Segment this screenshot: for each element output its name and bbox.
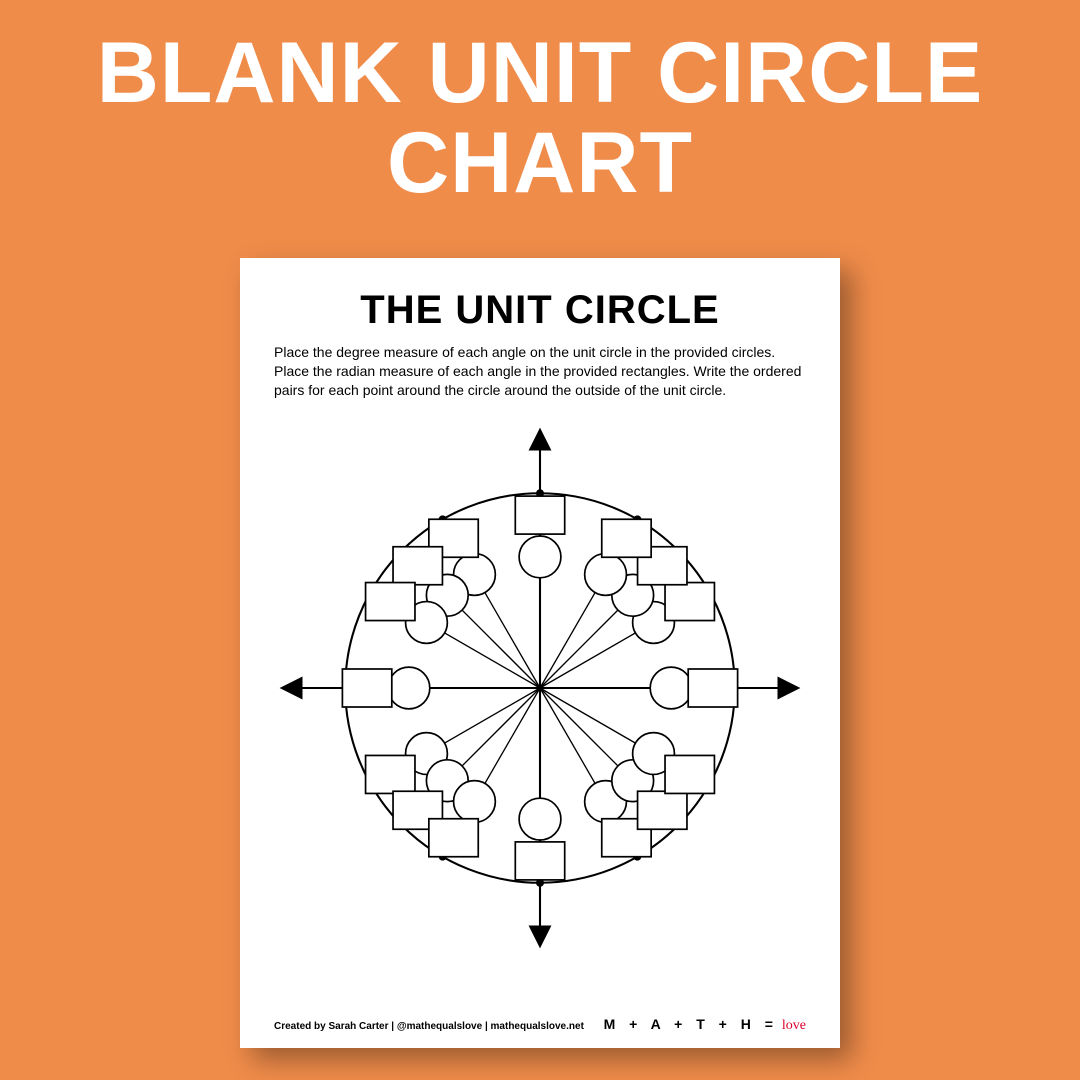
footer-brand: M + A + T + H = love bbox=[604, 1016, 806, 1034]
worksheet-footer: Created by Sarah Carter | @mathequalslov… bbox=[274, 1016, 806, 1034]
headline-line2: CHART bbox=[0, 118, 1080, 208]
headline: BLANK UNIT CIRCLE CHART bbox=[0, 0, 1080, 209]
headline-line1: BLANK UNIT CIRCLE bbox=[0, 28, 1080, 118]
footer-brand-love: love bbox=[782, 1018, 806, 1033]
footer-brand-prefix: M + A + T + H = bbox=[604, 1016, 778, 1032]
worksheet-title: THE UNIT CIRCLE bbox=[274, 288, 806, 333]
unit-circle-diagram bbox=[274, 408, 806, 968]
unit-circle-svg bbox=[274, 408, 806, 968]
footer-credit: Created by Sarah Carter | @mathequalslov… bbox=[274, 1021, 584, 1032]
worksheet-paper: THE UNIT CIRCLE Place the degree measure… bbox=[240, 258, 840, 1048]
worksheet-instructions: Place the degree measure of each angle o… bbox=[274, 343, 806, 400]
